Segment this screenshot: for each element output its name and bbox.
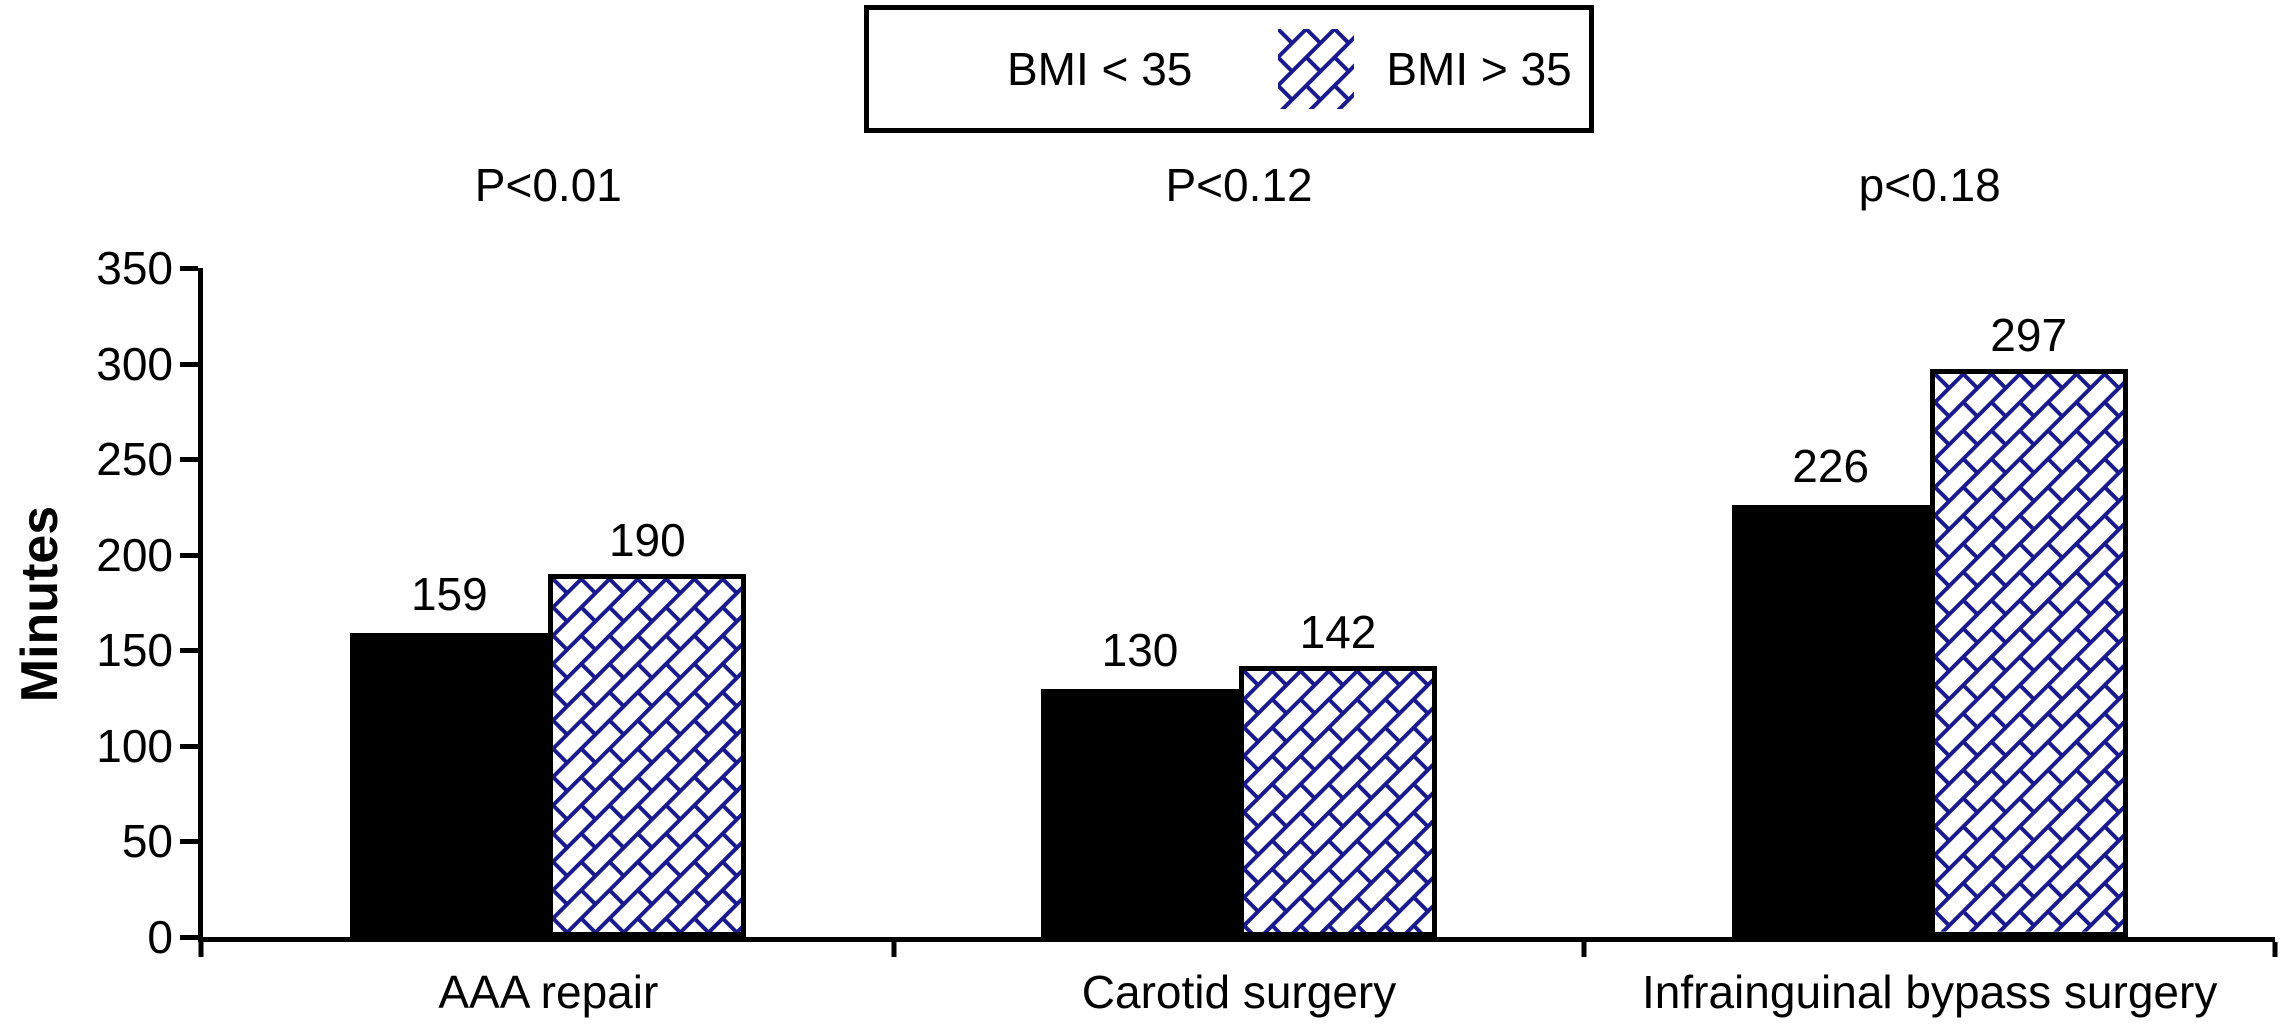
x-axis-tick <box>891 942 897 957</box>
plot-area: P<0.01 159 190 AAA repair P<0.12 130 142 Caroti… <box>96 162 2278 1015</box>
p-value-label: P<0.01 <box>474 159 622 211</box>
bar-value-label: 297 <box>1990 309 2068 362</box>
bar-bmi-under-35: 226 <box>1731 443 1930 937</box>
y-axis-tick-label: 250 <box>96 433 173 485</box>
legend-swatch-bmi-under-35 <box>895 29 977 109</box>
y-axis-title: Minutes <box>11 505 69 703</box>
y-axis-tick-label: 300 <box>96 338 173 390</box>
y-axis-tick <box>180 744 198 749</box>
bar-groups: P<0.01 159 190 AAA repair P<0.12 130 142 Caroti… <box>203 162 2275 1015</box>
y-axis-tick-label: 100 <box>96 720 173 772</box>
p-value-label: P<0.12 <box>1165 159 1313 211</box>
y-axis-tick <box>180 648 198 653</box>
hatch-fill <box>1934 374 2123 932</box>
bar-value-label: 130 <box>1101 623 1179 676</box>
bar-bmi-over-35: 142 <box>1239 609 1437 937</box>
category-label: Carotid surgery <box>1081 966 1397 1018</box>
legend-label-bmi-over-35: BMI > 35 <box>1386 43 1572 95</box>
bar-value-label: 142 <box>1299 605 1377 658</box>
y-axis-tick-label: 200 <box>96 529 173 581</box>
category-group: p<0.18 226 297 Infrainguinal bypass surgery <box>1584 162 2275 1015</box>
legend-swatch-bmi-over-35 <box>1278 29 1355 109</box>
category-label: Infrainguinal bypass surgery <box>1642 966 2218 1018</box>
y-axis-tick <box>180 266 198 271</box>
category-group: P<0.01 159 190 AAA repair <box>203 162 894 1015</box>
legend: BMI < 35 BMI > 35 <box>864 5 1594 133</box>
category-group: P<0.12 130 142 Carotid surgery <box>894 162 1585 1015</box>
legend-label-bmi-under-35: BMI < 35 <box>1007 43 1193 95</box>
y-axis-tick <box>180 839 198 844</box>
x-axis-origin-tick <box>198 942 203 957</box>
p-value-label: p<0.18 <box>1858 159 2001 211</box>
y-axis-tick-label: 0 <box>147 911 173 963</box>
bar-bmi-over-35: 297 <box>1929 312 2128 937</box>
y-axis-tick <box>180 553 198 558</box>
hatch-fill <box>1244 670 1432 932</box>
y-axis-tick-label: 150 <box>96 624 173 676</box>
x-axis-tick <box>2272 942 2278 957</box>
hatch-fill <box>553 578 742 932</box>
y-axis-tick <box>180 935 198 940</box>
y-axis-tick-label: 50 <box>121 815 173 867</box>
y-axis-tick <box>180 362 198 367</box>
x-axis-tick <box>1581 942 1587 957</box>
bar-value-label: 159 <box>410 568 488 621</box>
y-axis-tick <box>180 457 198 462</box>
bar-bmi-over-35: 190 <box>548 517 747 937</box>
category-label: AAA repair <box>438 966 659 1018</box>
bar-value-label: 226 <box>1792 440 1870 492</box>
bar-bmi-under-35: 159 <box>350 571 549 937</box>
bar-value-label: 190 <box>608 513 686 566</box>
y-axis-tick-label: 350 <box>96 242 173 294</box>
bar-bmi-under-35: 130 <box>1041 627 1239 937</box>
